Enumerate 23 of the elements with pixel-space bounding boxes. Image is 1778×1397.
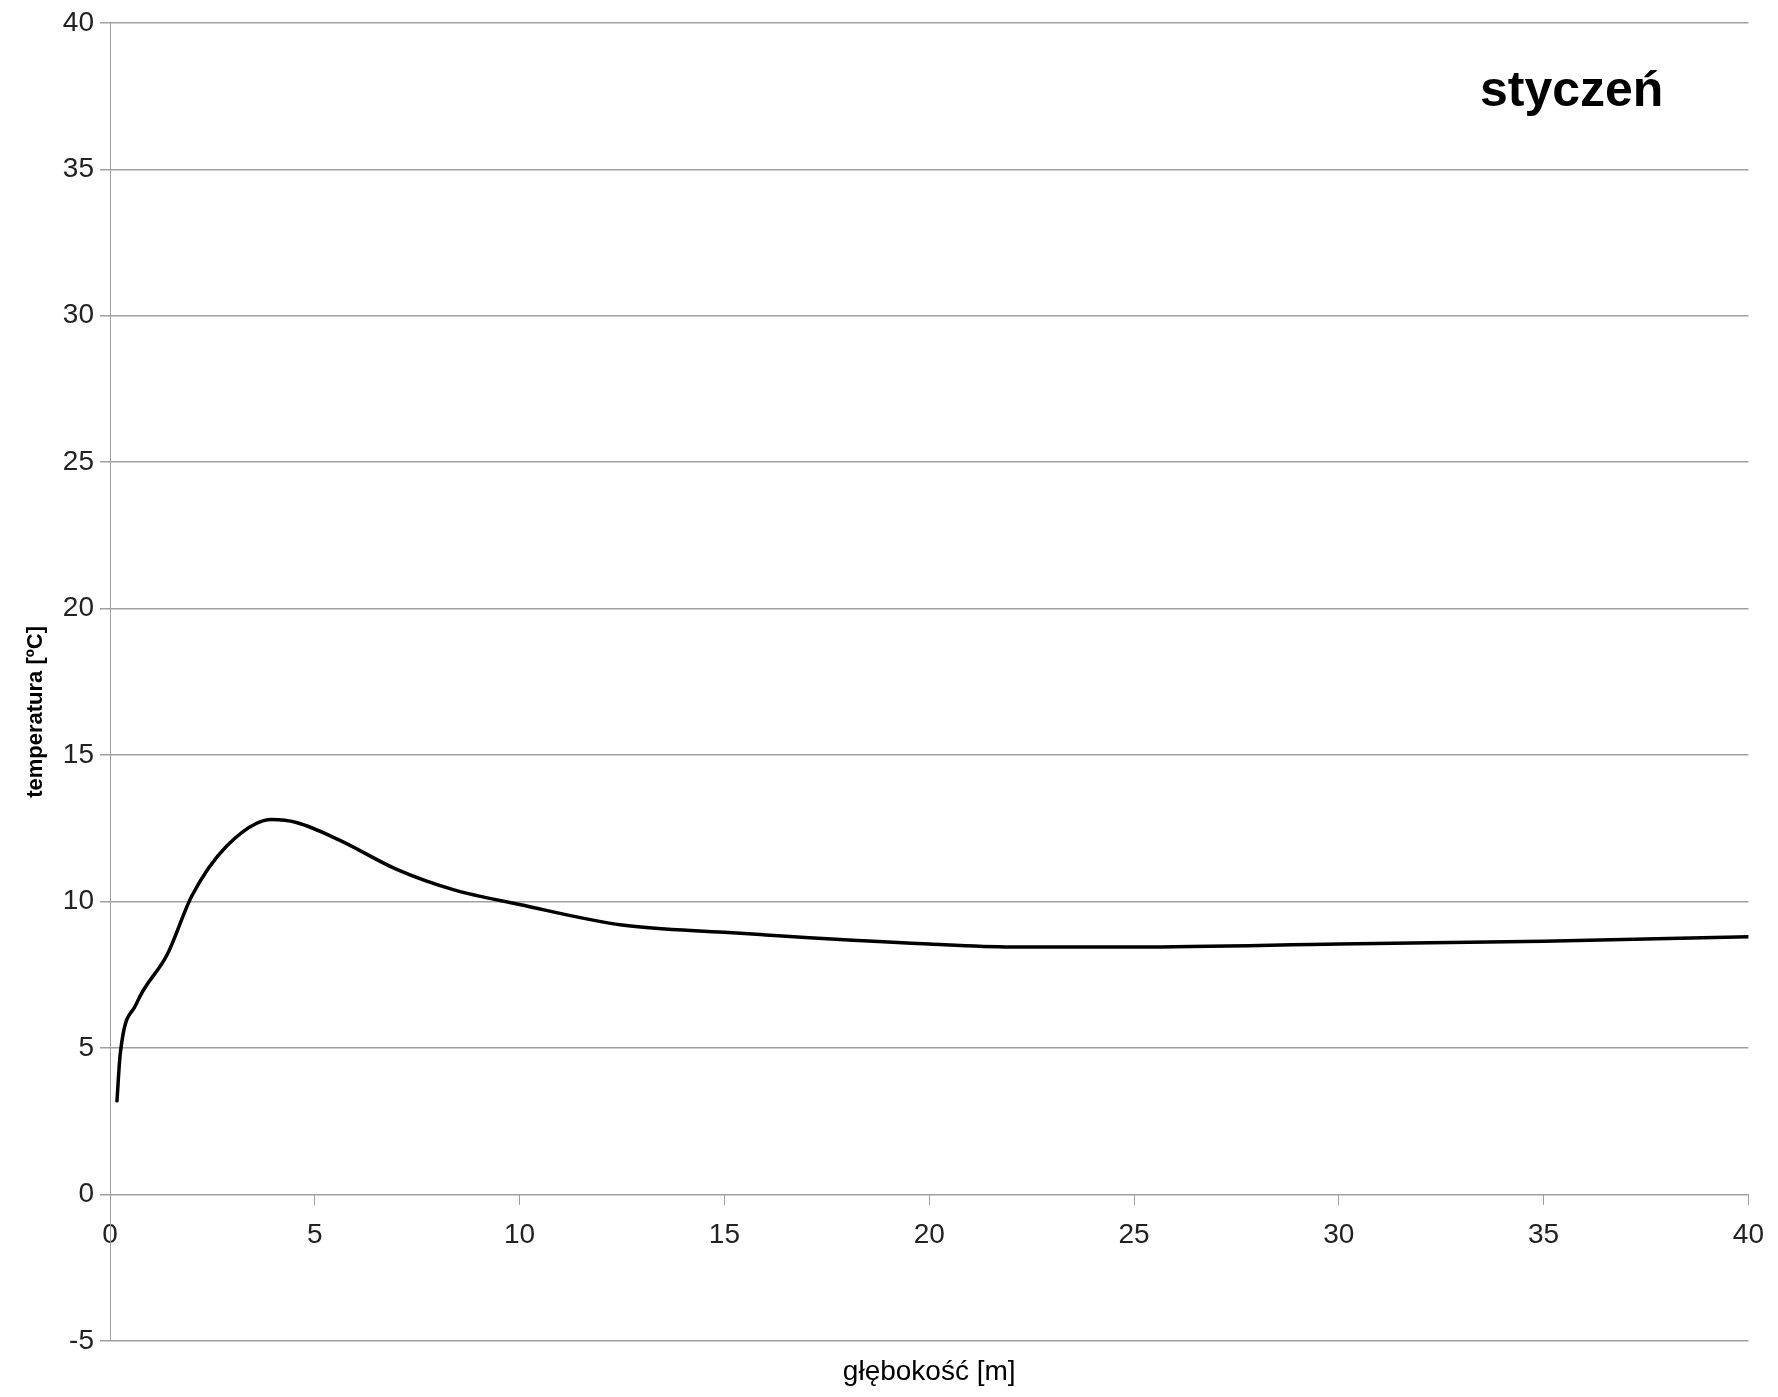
- text: styczeń: [1479, 60, 1664, 117]
- y-tick-label: 15: [62, 737, 94, 769]
- y-tick-label: 30: [62, 298, 94, 330]
- y-tick-label: -5: [69, 1323, 94, 1355]
- y-axis-title: temperatura [ºC]: [22, 625, 48, 798]
- y-tick-label: 40: [62, 5, 94, 37]
- y-tick-label: 20: [62, 591, 94, 623]
- x-tick-label: 30: [1323, 1218, 1355, 1250]
- x-tick-label: 35: [1528, 1218, 1560, 1250]
- x-tick-label: 25: [1118, 1218, 1150, 1250]
- x-tick-label: 40: [1732, 1218, 1765, 1250]
- y-tick-label: 25: [62, 444, 94, 476]
- x-tick-label: 15: [708, 1218, 740, 1250]
- x-tick-label: 20: [913, 1218, 945, 1250]
- x-tick-label: 10: [504, 1218, 536, 1250]
- x-tick-label: 0: [102, 1218, 118, 1250]
- line-series: [115, 817, 1749, 1103]
- y-tick-label: 10: [62, 884, 94, 916]
- x-axis-title: głębokość [m]: [842, 1354, 1016, 1386]
- y-tick-label: 0: [78, 1177, 94, 1209]
- y-tick-label: 5: [78, 1030, 94, 1062]
- x-tick-label: 5: [307, 1218, 323, 1250]
- y-tick-label: 35: [62, 151, 94, 183]
